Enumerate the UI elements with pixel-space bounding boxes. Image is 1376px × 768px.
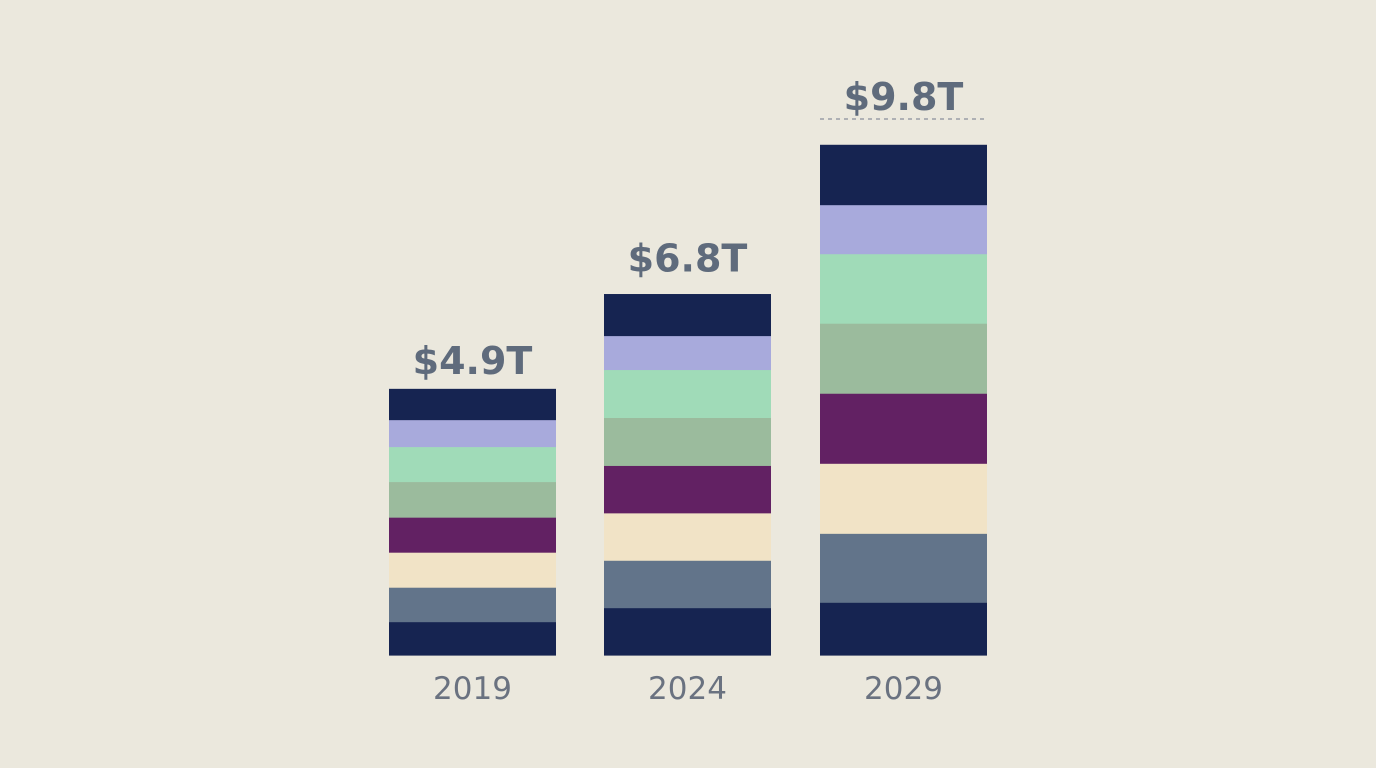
bar-segment-2019-2 bbox=[389, 587, 556, 623]
bar-segment-2029-3 bbox=[820, 463, 987, 534]
x-tick-label-2029: 2029 bbox=[864, 671, 943, 707]
bar-segment-2019-1 bbox=[389, 621, 556, 656]
bar-segment-2029-5 bbox=[820, 323, 987, 394]
bar-2029 bbox=[820, 144, 987, 656]
total-label-2019: $4.9T bbox=[413, 339, 533, 383]
bar-segment-2029-6 bbox=[820, 253, 987, 324]
x-tick-label-2019: 2019 bbox=[433, 671, 512, 707]
bar-segment-2019-4 bbox=[389, 517, 556, 553]
bar-segment-2029-2 bbox=[820, 533, 987, 603]
bar-segment-2024-7 bbox=[604, 335, 771, 371]
bar-segment-2024-3 bbox=[604, 512, 771, 561]
bar-segment-2024-8 bbox=[604, 294, 771, 337]
bar-segment-2029-4 bbox=[820, 393, 987, 464]
bar-segment-2029-8 bbox=[820, 144, 987, 206]
bar-2024 bbox=[604, 294, 771, 656]
bar-segment-2029-1 bbox=[820, 602, 987, 656]
bar-segment-2024-6 bbox=[604, 369, 771, 418]
bar-segment-2024-4 bbox=[604, 465, 771, 514]
bar-segment-2019-8 bbox=[389, 388, 556, 421]
total-label-2024: $6.8T bbox=[628, 237, 748, 281]
bar-segment-2019-7 bbox=[389, 419, 556, 448]
bar-segment-2019-6 bbox=[389, 446, 556, 483]
bar-segment-2029-7 bbox=[820, 204, 987, 255]
bar-2019 bbox=[389, 388, 556, 656]
bar-segment-2024-1 bbox=[604, 607, 771, 656]
total-label-2029: $9.8T bbox=[844, 75, 964, 119]
bar-segment-2024-5 bbox=[604, 417, 771, 466]
bar-segment-2019-3 bbox=[389, 552, 556, 588]
bar-segment-2024-2 bbox=[604, 560, 771, 609]
bar-segment-2019-5 bbox=[389, 481, 556, 518]
x-tick-label-2024: 2024 bbox=[648, 671, 727, 707]
